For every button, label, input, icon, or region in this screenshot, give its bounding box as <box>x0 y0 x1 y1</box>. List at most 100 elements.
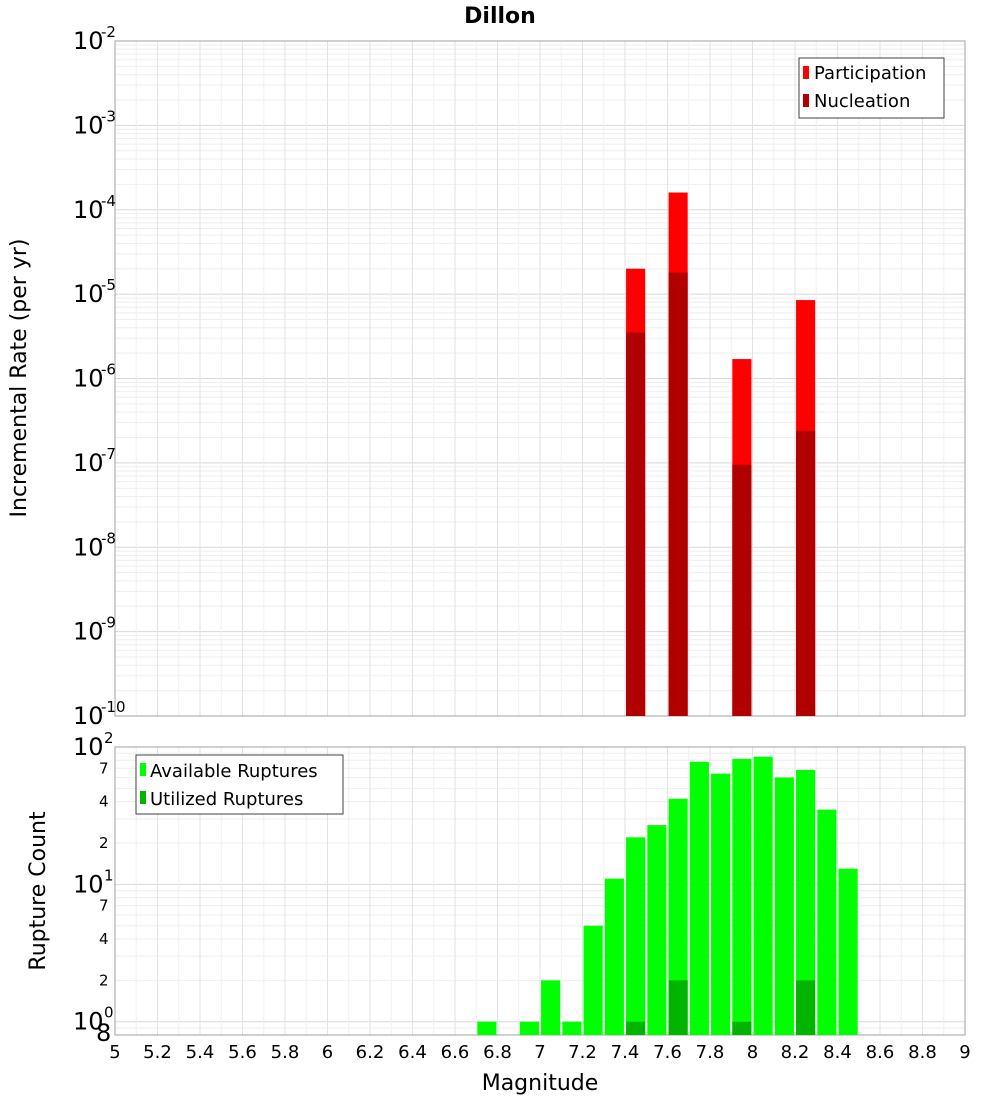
magnitude-x-tick-label: 9 <box>959 1042 970 1063</box>
rate-y-tick-label: 10 <box>73 618 104 646</box>
count-bars <box>477 756 858 1035</box>
bar-available-ruptures-7.85 <box>711 773 731 1035</box>
magnitude-x-tick-label: 6.4 <box>398 1042 427 1063</box>
rate-y-tick-exponent: -2 <box>101 23 116 41</box>
magnitude-x-tick-label: 6.2 <box>356 1042 385 1063</box>
rate-y-tick-exponent: -5 <box>101 276 116 294</box>
rate-y-tick-exponent: -9 <box>101 614 116 632</box>
magnitude-x-tick-label: 6 <box>322 1042 333 1063</box>
legend-label-participation: Participation <box>814 63 926 84</box>
legend-label-nucleation: Nucleation <box>814 91 910 112</box>
count-y-minor-tick-label: 2 <box>99 971 109 989</box>
rate-y-tick-exponent: -7 <box>101 445 116 463</box>
rate-y-tick-label: 10 <box>73 533 104 561</box>
legend-swatch-nucleation <box>803 94 809 107</box>
rate-y-tick-label: 10 <box>73 196 104 224</box>
bar-available-ruptures-8.25 <box>796 770 816 1035</box>
bar-nucleation-7.65 <box>668 272 688 716</box>
x-axis-label: Magnitude <box>482 1071 599 1096</box>
count-y-tick-exponent: 1 <box>104 866 114 884</box>
count-y-tick-label: 10 <box>73 1008 104 1036</box>
magnitude-x-tick-label: 7 <box>534 1042 545 1063</box>
bar-available-ruptures-7.15 <box>562 1021 582 1035</box>
magnitude-x-tick-labels: 5 5.2 5.4 5.6 5.8 6 6.2 6.4 6.6 6.8 7 7.2 7.4 7.6 7.8 8… <box>109 1042 970 1063</box>
top-plot-frame <box>114 40 966 717</box>
bar-available-ruptures-7.05 <box>541 980 561 1035</box>
rate-y-tick-exponent: -3 <box>101 107 116 125</box>
bar-available-ruptures-8.05 <box>753 756 773 1035</box>
legend-swatch-available <box>140 763 146 776</box>
count-y-minor-tick-label: 4 <box>99 930 109 948</box>
bar-available-ruptures-7.35 <box>604 878 624 1035</box>
top-plot-gridlines <box>114 41 966 717</box>
bar-available-ruptures-7.25 <box>583 925 603 1035</box>
bar-available-ruptures-7.55 <box>647 825 667 1035</box>
bar-available-ruptures-7.75 <box>689 761 709 1035</box>
magnitude-x-tick-label: 8.4 <box>823 1042 852 1063</box>
magnitude-x-tick-label: 5.2 <box>143 1042 172 1063</box>
count-y-minor-tick-label: 7 <box>99 759 109 777</box>
rate-y-tick-label: 10 <box>73 702 104 730</box>
rate-y-tick-label: 10 <box>73 27 104 55</box>
bar-nucleation-8.25 <box>796 430 816 716</box>
rate-y-tick-label: 10 <box>73 365 104 393</box>
rate-y-tick-label: 10 <box>73 111 104 139</box>
magnitude-x-tick-label: 6.6 <box>441 1042 470 1063</box>
magnitude-x-tick-label: 8.8 <box>908 1042 937 1063</box>
magnitude-x-tick-label: 5 <box>109 1042 120 1063</box>
rate-y-tick-label: 10 <box>73 280 104 308</box>
magnitude-x-tick-label: 7.2 <box>568 1042 597 1063</box>
bar-available-ruptures-6.75 <box>477 1021 497 1035</box>
magnitude-x-tick-label: 5.8 <box>271 1042 300 1063</box>
top-legend-box <box>798 57 945 119</box>
count-y-minor-tick-label: 7 <box>99 897 109 915</box>
count-y-minor-tick-label: 4 <box>99 793 109 811</box>
count-y-tick-label: 10 <box>73 870 104 898</box>
legend-swatch-utilized <box>140 791 146 804</box>
magnitude-x-tick-label: 6.8 <box>483 1042 512 1063</box>
bar-utilized-ruptures-7.65 <box>668 980 688 1035</box>
rate-bars <box>626 192 816 717</box>
bar-available-ruptures-8.45 <box>838 868 858 1035</box>
rate-y-tick-label: 10 <box>73 449 104 477</box>
bar-available-ruptures-7.45 <box>626 837 646 1035</box>
magnitude-x-tick-label: 5.6 <box>228 1042 257 1063</box>
magnitude-x-tick-label: 8 <box>747 1042 758 1063</box>
legend-label-available: Available Ruptures <box>150 761 318 782</box>
rate-y-tick-exponent: -6 <box>101 361 116 379</box>
bar-utilized-ruptures-7.45 <box>626 1021 646 1035</box>
rate-y-tick-exponent: -4 <box>101 192 116 210</box>
count-y-minor-tick-label: 2 <box>99 834 109 852</box>
legend-label-utilized: Utilized Ruptures <box>150 789 303 810</box>
magnitude-x-tick-label: 7.4 <box>611 1042 640 1063</box>
bar-nucleation-7.45 <box>626 332 646 716</box>
rate-y-tick-exponent: -8 <box>101 529 116 547</box>
magnitude-x-tick-label: 7.6 <box>653 1042 682 1063</box>
bar-utilized-ruptures-8.25 <box>796 980 816 1035</box>
count-y-tick-label: 10 <box>73 733 104 761</box>
bar-available-ruptures-7.95 <box>732 758 752 1035</box>
count-y-tick-exponent: 0 <box>104 1004 114 1022</box>
count-y-tick-exponent: 2 <box>104 729 114 747</box>
magnitude-x-tick-label: 8.6 <box>866 1042 895 1063</box>
top-legend: Participation Nucleation <box>798 57 945 119</box>
bar-available-ruptures-8.35 <box>817 809 837 1035</box>
bottom-legend-box <box>135 754 344 815</box>
magnitude-x-tick-label: 7.8 <box>696 1042 725 1063</box>
bottom-plot-frame <box>114 746 966 1036</box>
bar-nucleation-7.95 <box>732 464 752 716</box>
count-y-minor-tick-label: 8 <box>96 1019 111 1047</box>
bar-available-ruptures-7.65 <box>668 798 688 1035</box>
chart-title: Dillon <box>464 4 536 29</box>
bar-available-ruptures-6.95 <box>519 1021 539 1035</box>
top-y-axis-label: Incremental Rate (per yr) <box>7 239 32 518</box>
bottom-legend: Available Ruptures Utilized Ruptures <box>135 754 344 815</box>
rate-y-tick-exponent: -10 <box>101 698 126 716</box>
bottom-y-axis-label: Rupture Count <box>26 811 51 971</box>
bar-available-ruptures-8.15 <box>774 777 794 1035</box>
bar-utilized-ruptures-7.95 <box>732 1021 752 1035</box>
legend-swatch-participation <box>803 66 809 79</box>
